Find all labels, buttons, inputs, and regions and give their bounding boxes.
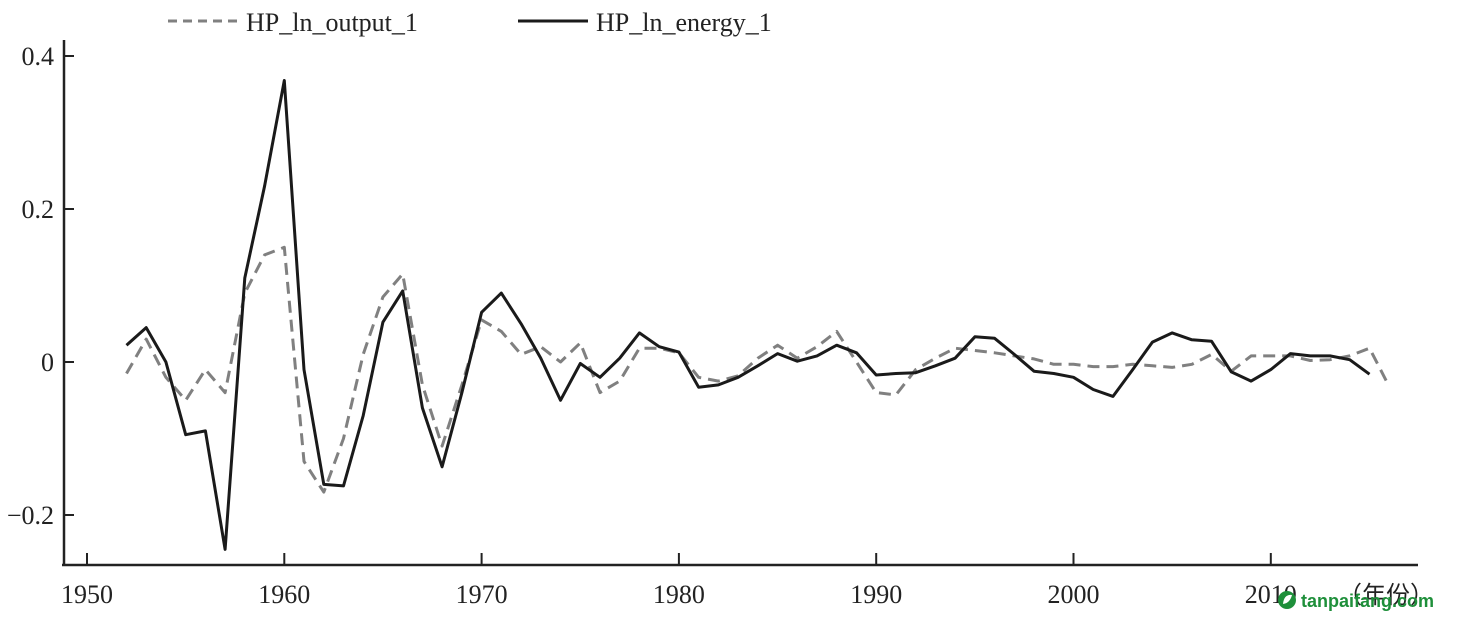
legend-item-output: HP_ln_output_1 <box>168 8 418 37</box>
x-tick-label: 1980 <box>653 580 705 609</box>
x-axis-unit-label: （年份） <box>1338 581 1434 609</box>
watermark: tanpaifang.com <box>1278 591 1434 611</box>
y-tick-label: 0 <box>41 348 54 377</box>
legend-item-energy: HP_ln_energy_1 <box>518 8 772 37</box>
legend: HP_ln_output_1 HP_ln_energy_1 <box>168 8 772 37</box>
legend-label-energy: HP_ln_energy_1 <box>596 8 772 37</box>
x-tick-label: 1970 <box>456 580 508 609</box>
x-tick-label: 1960 <box>258 580 310 609</box>
y-tick-label: 0.2 <box>22 195 55 224</box>
watermark-leaf-icon <box>1283 594 1292 604</box>
series-line-output <box>125 245 1391 494</box>
axes <box>62 40 1418 567</box>
x-tick-label: 1990 <box>850 580 902 609</box>
x-ticks: 1950 1960 1970 1980 1990 2000 2010 <box>61 553 1297 609</box>
x-tick-label: 1950 <box>61 580 113 609</box>
legend-label-output: HP_ln_output_1 <box>246 8 418 37</box>
watermark-text: tanpaifang.com <box>1301 591 1434 611</box>
y-tick-label: −0.2 <box>7 501 54 530</box>
x-tick-label: 2000 <box>1048 580 1100 609</box>
y-ticks: 0.4 0.2 0 −0.2 <box>7 42 74 530</box>
y-tick-label: 0.4 <box>22 42 55 71</box>
series-layer <box>125 79 1391 551</box>
series-line-energy <box>125 79 1371 551</box>
